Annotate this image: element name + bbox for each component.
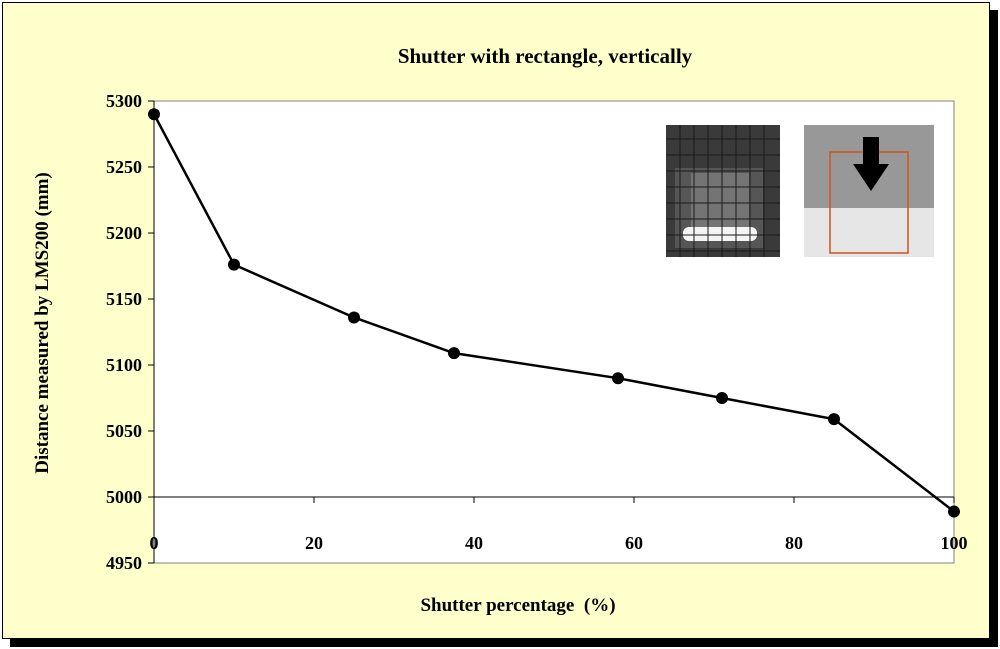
- data-point: [148, 108, 160, 121]
- y-axis-label: Distance measured by LMS200 (mm): [32, 172, 53, 474]
- y-tick-group: 4950 5000 5050 5100 5150 5200 5250 5300: [106, 91, 154, 573]
- x-axis-label: Shutter percentage (%): [420, 595, 615, 616]
- data-point: [448, 347, 460, 360]
- x-tick-label: 80: [785, 533, 803, 553]
- y-tick-label: 5250: [106, 157, 142, 177]
- x-tick-label: 60: [625, 533, 643, 553]
- y-tick-label: 4950: [106, 553, 142, 573]
- y-tick-label: 5300: [106, 91, 142, 111]
- y-tick-label: 5200: [106, 223, 142, 243]
- data-point: [828, 413, 840, 426]
- x-tick-label: 20: [305, 533, 323, 553]
- x-tick-label: 0: [150, 533, 159, 553]
- chart-frame: Shutter with rectangle, vertically 4950 5…: [2, 2, 990, 639]
- shutter-diagram-inset: [804, 125, 934, 257]
- x-tick-label: 100: [941, 533, 968, 553]
- y-tick-label: 5100: [106, 355, 142, 375]
- y-tick-label: 5050: [106, 421, 142, 441]
- chart-title: Shutter with rectangle, vertically: [398, 44, 693, 68]
- data-point: [716, 392, 728, 404]
- down-arrow-icon: [853, 137, 889, 191]
- data-point: [948, 505, 960, 518]
- y-tick-label: 5000: [106, 487, 142, 507]
- chart: Shutter with rectangle, vertically 4950 5…: [32, 44, 968, 616]
- data-point: [612, 372, 624, 385]
- data-point: [228, 258, 240, 271]
- camera-image-inset: [666, 125, 780, 257]
- x-tick-label: 40: [465, 533, 483, 553]
- y-tick-label: 5150: [106, 289, 142, 309]
- series-points: [148, 108, 960, 518]
- series-line: [152, 113, 955, 513]
- x-tick-group: 0 20 40 60 80 100: [150, 497, 968, 553]
- data-point: [348, 311, 360, 324]
